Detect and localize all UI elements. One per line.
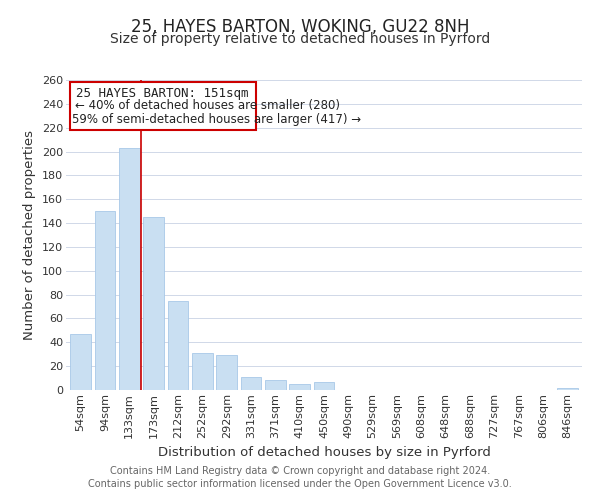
- Bar: [95, 211, 115, 390]
- Bar: [167, 300, 188, 390]
- Bar: [314, 382, 334, 390]
- Text: Size of property relative to detached houses in Pyrford: Size of property relative to detached ho…: [110, 32, 490, 46]
- Text: ← 40% of detached houses are smaller (280): ← 40% of detached houses are smaller (28…: [75, 99, 340, 112]
- Y-axis label: Number of detached properties: Number of detached properties: [23, 130, 37, 340]
- X-axis label: Distribution of detached houses by size in Pyrford: Distribution of detached houses by size …: [158, 446, 490, 459]
- Bar: [289, 384, 310, 390]
- Bar: [557, 388, 578, 390]
- Bar: [265, 380, 286, 390]
- Bar: [143, 217, 164, 390]
- Bar: [70, 334, 91, 390]
- Bar: [119, 148, 140, 390]
- Bar: [241, 377, 262, 390]
- Text: 25, HAYES BARTON, WOKING, GU22 8NH: 25, HAYES BARTON, WOKING, GU22 8NH: [131, 18, 469, 36]
- Bar: [216, 356, 237, 390]
- Text: Contains HM Land Registry data © Crown copyright and database right 2024.: Contains HM Land Registry data © Crown c…: [110, 466, 490, 476]
- FancyBboxPatch shape: [70, 82, 256, 130]
- Text: 25 HAYES BARTON: 151sqm: 25 HAYES BARTON: 151sqm: [76, 87, 249, 100]
- Bar: [192, 353, 212, 390]
- Text: Contains public sector information licensed under the Open Government Licence v3: Contains public sector information licen…: [88, 479, 512, 489]
- Text: 59% of semi-detached houses are larger (417) →: 59% of semi-detached houses are larger (…: [72, 114, 361, 126]
